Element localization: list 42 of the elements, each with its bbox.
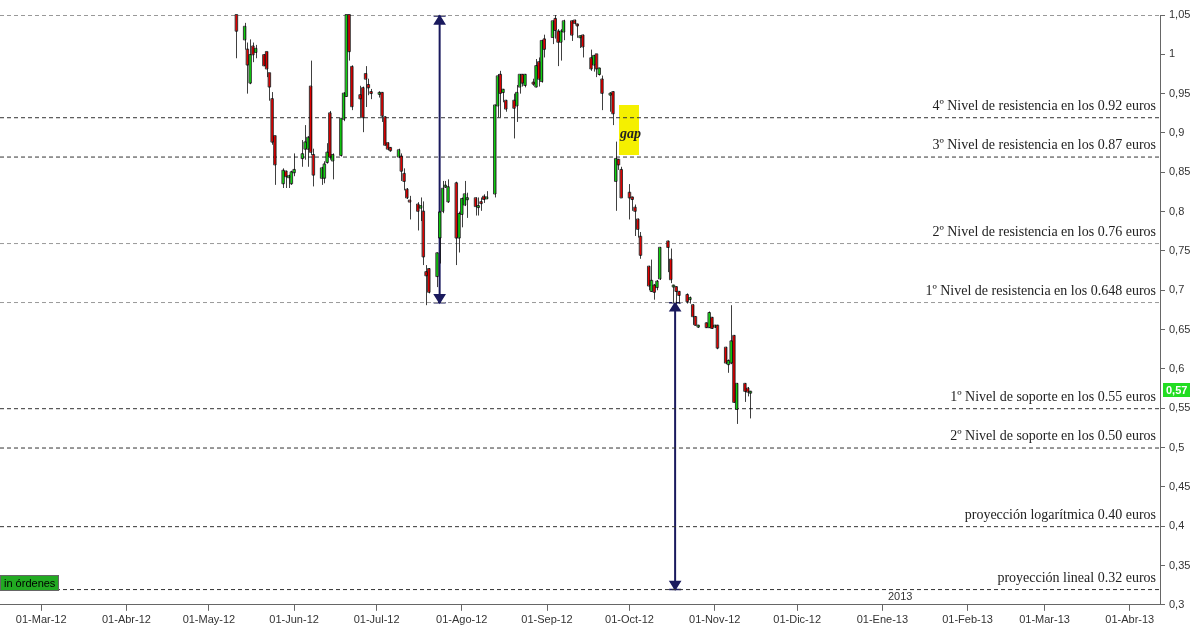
- x-tick-label: 01-Mar-13: [1019, 613, 1070, 626]
- x-tick-label: 01-Jul-12: [353, 613, 400, 626]
- annotation: in órdenes: [0, 575, 60, 591]
- y-tick-label: 0,6: [1169, 361, 1185, 374]
- ref-line-label: 2º Nivel de resistencia en los 0.76 euros: [932, 223, 1156, 239]
- x-tick-label: 01-Oct-12: [605, 613, 654, 626]
- y-tick-label: 1: [1169, 47, 1176, 60]
- ref-line-label: 2º Nivel de soporte en los 0.50 euros: [950, 428, 1156, 444]
- x-tick-label: 01-Jun-12: [269, 613, 319, 626]
- annotation: 2013: [888, 590, 913, 602]
- candlestick: [600, 75, 604, 111]
- text: 0,57: [1163, 383, 1191, 397]
- y-tick-label: 0,3: [1169, 597, 1185, 610]
- ref-line-label: proyección lineal 0.32 euros: [997, 569, 1156, 585]
- x-tick-label: 01-Nov-12: [689, 613, 741, 626]
- y-tick-label: 0,35: [1169, 558, 1191, 571]
- y-tick-label: 0,8: [1169, 204, 1185, 217]
- ref-line-label: 1º Nivel de soporte en los 0.55 euros: [950, 388, 1156, 404]
- y-tick-label: 0,95: [1169, 86, 1191, 99]
- x-tick-label: 01-Abr-12: [101, 613, 151, 626]
- x-tick-label: 01-Mar-12: [15, 613, 67, 626]
- ref-line-label: 3º Nivel de resistencia en los 0.87 euros: [932, 137, 1156, 153]
- ref-line-label: 4º Nivel de resistencia en los 0.92 euros: [932, 97, 1156, 113]
- y-tick-label: 0,45: [1169, 479, 1191, 492]
- x-tick-label: 01-Abr-13: [1105, 613, 1155, 626]
- y-tick-label: 0,4: [1169, 519, 1185, 532]
- y-tick-label: 0,7: [1169, 283, 1185, 296]
- y-tick-label: 0,5: [1169, 440, 1185, 453]
- ref-line-label: 1º Nivel de resistencia en los 0.648 euros: [925, 282, 1156, 298]
- y-tick-label: 0,85: [1169, 165, 1191, 178]
- x-tick-label: 01-Ago-12: [436, 613, 488, 626]
- ref-line-label: proyección logarítmica 0.40 euros: [964, 506, 1156, 522]
- x-tick-label: 01-Sep-12: [521, 613, 573, 626]
- y-tick-label: 1,05: [1169, 8, 1191, 21]
- y-tick-label: 0,9: [1169, 125, 1185, 138]
- x-tick-label: 01-Feb-13: [942, 613, 993, 626]
- y-tick-label: 0,55: [1169, 401, 1191, 414]
- y-tick-label: 0,65: [1169, 322, 1191, 335]
- x-tick-label: 01-Dic-12: [773, 613, 821, 626]
- y-tick-label: 0,75: [1169, 243, 1191, 256]
- x-tick-label: 01-Ene-13: [856, 613, 909, 626]
- x-tick-label: 01-May-12: [182, 613, 236, 626]
